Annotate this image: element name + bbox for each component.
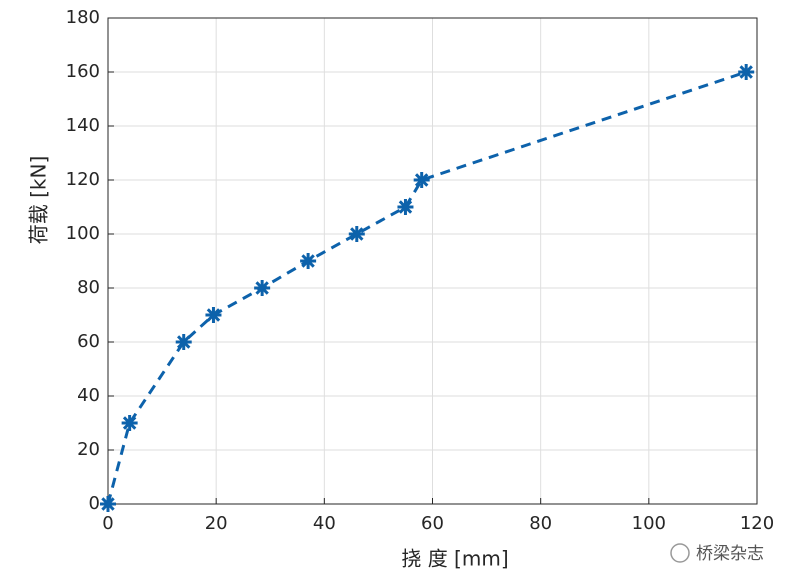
y-tick-label: 60 — [77, 331, 100, 352]
data-marker — [397, 199, 414, 215]
y-tick-label: 100 — [66, 223, 100, 244]
marker-stroke — [122, 416, 137, 430]
x-tick-label: 80 — [529, 513, 552, 534]
plot-frame — [107, 17, 758, 505]
marker-stroke — [176, 335, 191, 349]
y-tick-label: 40 — [77, 385, 100, 406]
watermark: 桥梁杂志 — [696, 544, 764, 564]
marker-stroke — [255, 281, 269, 295]
y-tick-label: 0 — [89, 493, 100, 514]
watermark-group: 桥梁杂志 — [670, 543, 764, 564]
x-tick-label: 20 — [205, 513, 228, 534]
y-tick-label: 20 — [77, 439, 100, 460]
data-marker — [348, 226, 365, 242]
marker-stroke — [414, 173, 429, 187]
x-tick-label: 40 — [313, 513, 336, 534]
x-tick-label: 0 — [102, 513, 113, 534]
y-tick-label: 80 — [77, 277, 100, 298]
data-marker — [175, 334, 192, 350]
marker-stroke — [301, 254, 315, 268]
data-marker — [254, 280, 271, 296]
marker-stroke — [101, 497, 115, 511]
data-marker — [121, 415, 138, 431]
data-marker — [205, 307, 222, 323]
y-tick-label: 160 — [66, 61, 100, 82]
marker-stroke — [350, 227, 364, 241]
watermark-icon — [670, 543, 690, 563]
marker-stroke — [398, 200, 413, 214]
x-tick-label: 60 — [421, 513, 444, 534]
x-tick-label: 120 — [740, 513, 774, 534]
x-axis-label: 挠 度 [mm] — [401, 547, 508, 571]
data-marker — [300, 253, 317, 269]
y-axis-label: 荷载 [kN] — [27, 156, 51, 245]
marker-stroke — [206, 308, 221, 322]
y-tick-label: 140 — [66, 115, 100, 136]
y-tick-label: 180 — [66, 7, 100, 28]
x-tick-label: 100 — [632, 513, 666, 534]
marker-stroke — [739, 65, 753, 79]
data-marker — [738, 64, 755, 80]
data-marker — [100, 496, 116, 512]
data-marker — [413, 172, 430, 188]
y-tick-label: 120 — [66, 169, 100, 190]
